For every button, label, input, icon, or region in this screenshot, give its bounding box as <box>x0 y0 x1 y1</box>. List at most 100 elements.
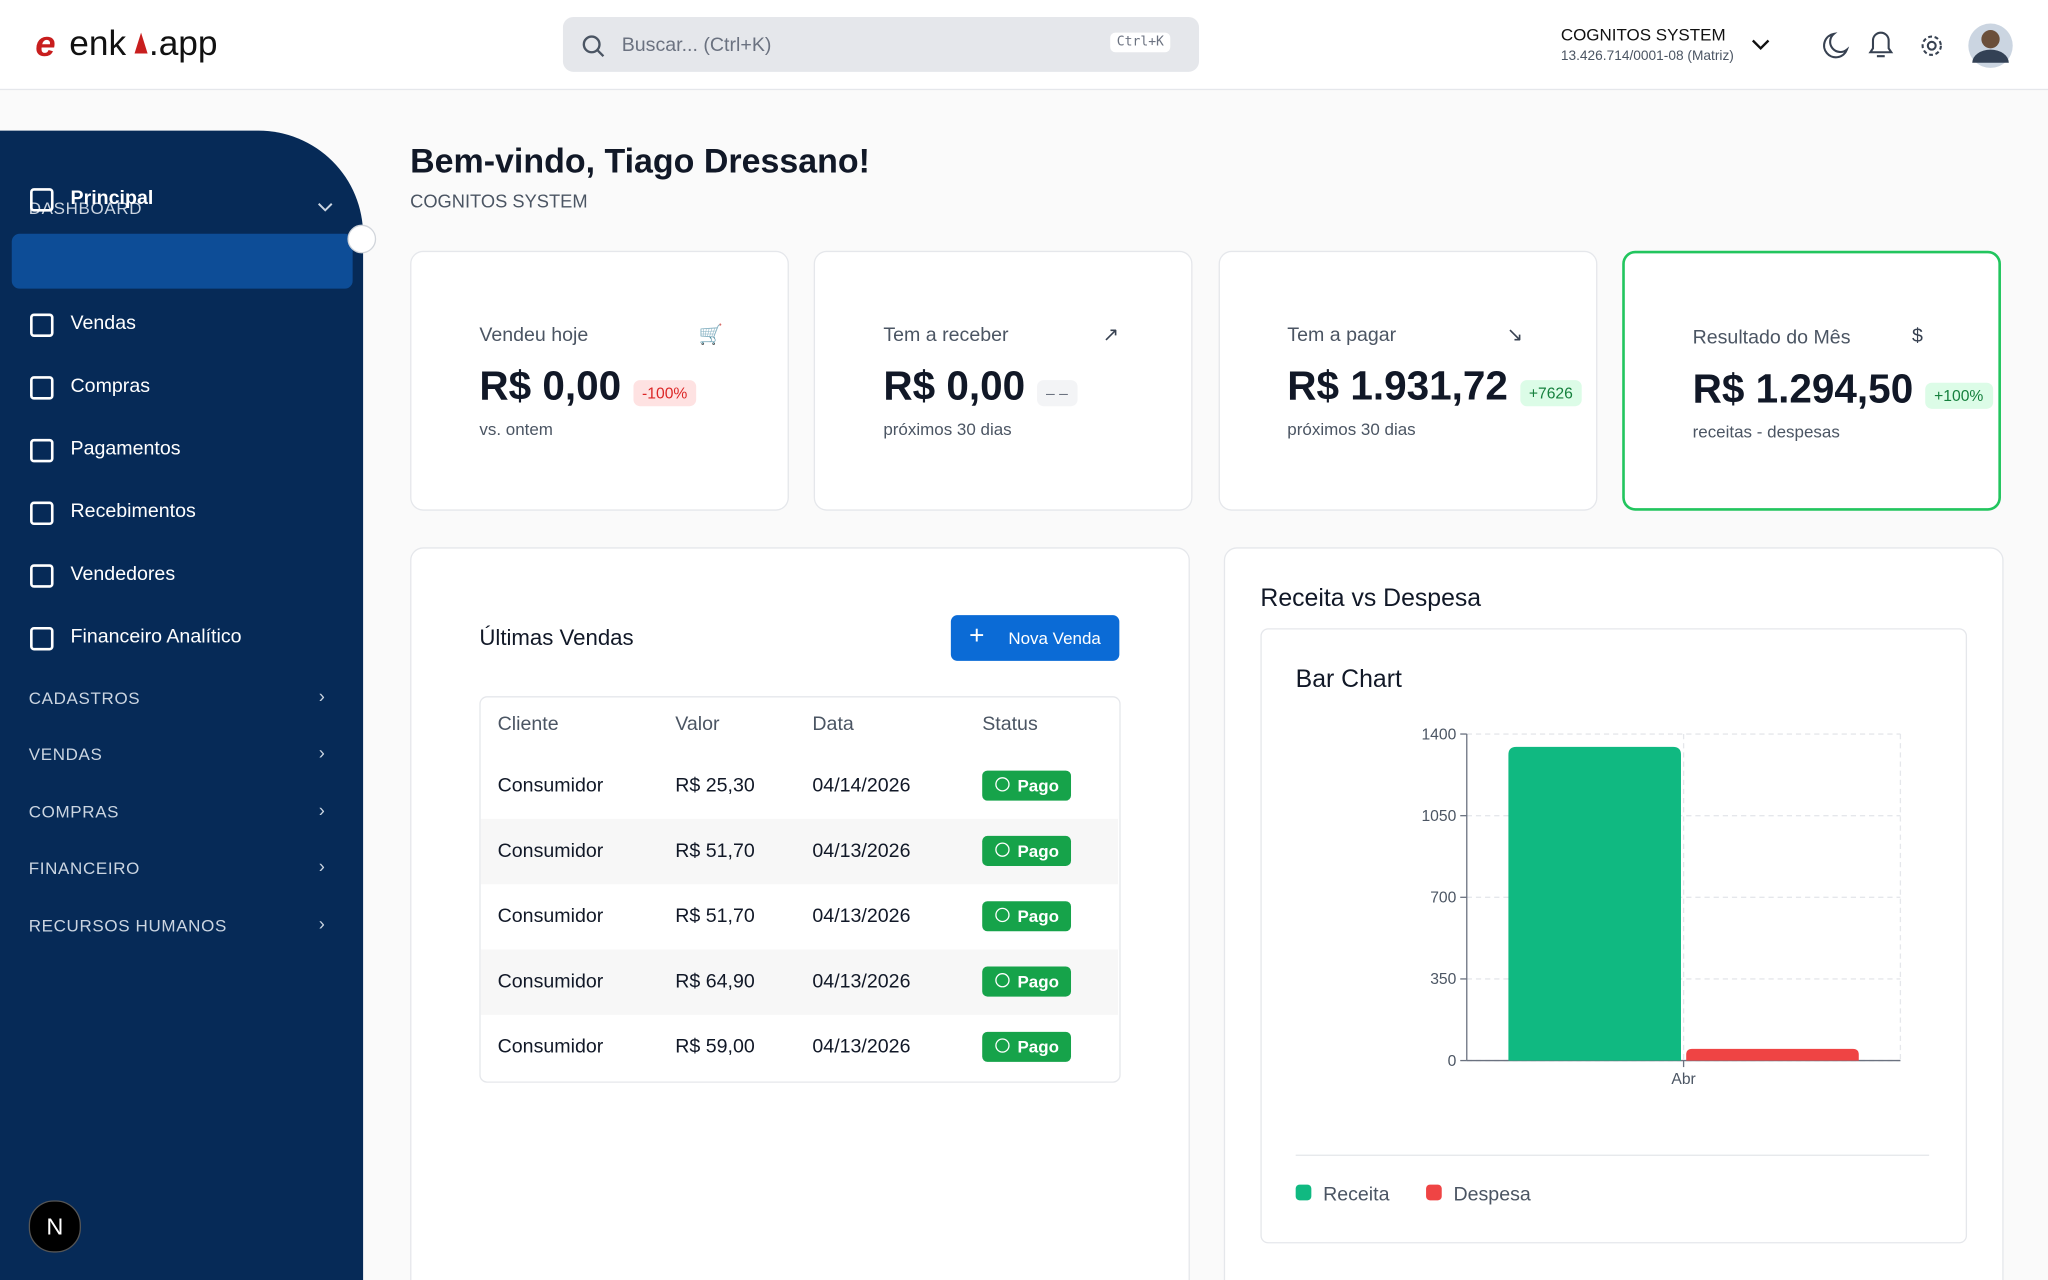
welcome-title: Bem-vindo, Tiago Dressano! <box>410 141 870 181</box>
sidebar-section[interactable]: DASHBOARD <box>28 198 143 219</box>
card-note: vs. ontem <box>479 419 553 439</box>
table-cell: R$ 64,90 <box>675 970 755 993</box>
sidebar-group[interactable]: RECURSOS HUMANOS <box>28 915 227 936</box>
check-icon <box>995 1038 1010 1053</box>
table-header: Data <box>812 713 854 736</box>
search-box[interactable] <box>562 16 1200 72</box>
chevron: › <box>318 685 325 707</box>
card-label: Resultado do Mês <box>1692 326 1851 349</box>
card-value: R$ 0,00 <box>479 363 622 409</box>
table-cell: 04/13/2026 <box>812 1035 911 1058</box>
sidebar-item[interactable]: Vendedores <box>70 562 176 586</box>
sidebar-item[interactable]: Recebimentos <box>70 500 196 523</box>
header-icons[interactable] <box>1748 21 2035 71</box>
card-icon: 🛒 <box>698 323 724 347</box>
sidebar-icon <box>30 626 54 651</box>
card-label: Tem a receber <box>883 323 1009 347</box>
table-header: Status <box>982 713 1038 736</box>
card-label: Tem a pagar <box>1287 323 1397 347</box>
new-sale-button[interactable]: + Nova Venda <box>950 615 1120 661</box>
sales-title: Últimas Vendas <box>479 625 634 651</box>
chevron: › <box>318 912 325 934</box>
check-icon <box>995 777 1010 792</box>
table-cell: Consumidor <box>497 839 604 863</box>
check-icon <box>995 842 1010 857</box>
card-value: R$ 1.931,72 <box>1287 363 1508 409</box>
stat-card: Resultado do Mês $ R$ 1.294,50 receitas - d… <box>1622 250 2001 511</box>
table-cell: 04/13/2026 <box>812 970 911 993</box>
logo-mark <box>134 32 148 54</box>
bar <box>1686 1048 1859 1061</box>
stat-card: Vendeu hoje 🛒 R$ 0,00 vs. ontem -100% <box>410 250 789 511</box>
table-header: Valor <box>675 713 720 736</box>
legend-label: Receita <box>1323 1183 1389 1205</box>
company-id: 13.426.714/0001-08 (Matriz) <box>1560 48 1734 64</box>
table-cell: 04/13/2026 <box>812 905 911 928</box>
y-tick-label: 700 <box>1430 890 1456 907</box>
check-icon <box>995 973 1010 988</box>
legend-label: Despesa <box>1453 1183 1530 1205</box>
sidebar-group[interactable]: CADASTROS <box>28 688 141 708</box>
card-note: próximos 30 dias <box>883 419 1012 439</box>
card-value: R$ 0,00 <box>883 363 1026 409</box>
chart-title: Bar Chart <box>1295 666 1402 694</box>
sidebar-item[interactable]: Pagamentos <box>70 437 181 460</box>
sidebar-icon <box>30 438 54 463</box>
table-cell: Consumidor <box>497 905 604 928</box>
logo: enk <box>69 23 127 63</box>
sidebar-icon <box>30 564 54 588</box>
stat-card: Tem a pagar ↘ R$ 1.931,72 próximos 30 dias +… <box>1218 250 1597 511</box>
company-name[interactable]: COGNITOS SYSTEM <box>1560 24 1726 45</box>
table-cell: Consumidor <box>497 1035 604 1058</box>
sidebar-item[interactable]: Principal <box>70 186 154 209</box>
table-cell: R$ 51,70 <box>675 839 755 863</box>
legend-divider <box>1295 1154 1930 1156</box>
legend-swatch <box>1426 1184 1442 1201</box>
sidebar-icon <box>30 188 54 212</box>
chevron: › <box>318 799 325 821</box>
card-note: próximos 30 dias <box>1287 419 1416 439</box>
card-label: Vendeu hoje <box>479 323 589 347</box>
check-icon <box>995 907 1010 923</box>
table-cell: 04/13/2026 <box>812 839 911 863</box>
sidebar-group[interactable]: FINANCEIRO <box>28 858 140 878</box>
table-cell: Consumidor <box>497 970 604 993</box>
plus-icon: + <box>969 621 985 651</box>
sidebar-icon <box>30 501 54 526</box>
chevron: › <box>318 855 325 877</box>
legend-swatch <box>1295 1184 1312 1201</box>
table-cell: R$ 51,70 <box>675 905 755 928</box>
stat-card: Tem a receber ↗ R$ 0,00 próximos 30 dias – – <box>814 250 1193 511</box>
y-tick-label: 1050 <box>1421 808 1456 825</box>
welcome-subtitle: COGNITOS SYSTEM <box>410 190 588 212</box>
sidebar-item[interactable]: Financeiro Analítico <box>70 625 242 648</box>
table-cell: Consumidor <box>497 774 604 797</box>
sidebar-item[interactable]: Vendas <box>70 312 136 335</box>
sidebar-group[interactable]: VENDAS <box>28 744 103 765</box>
search-placeholder: Buscar... (Ctrl+K) <box>621 33 772 57</box>
card-icon: $ <box>1912 325 1923 348</box>
card-note: receitas - despesas <box>1692 421 1840 442</box>
next-badge[interactable]: N <box>28 1200 81 1253</box>
bar <box>1508 746 1681 1061</box>
search-icon <box>582 35 605 57</box>
table-header: Cliente <box>497 713 559 736</box>
logo-suffix: .app <box>148 23 218 63</box>
button-label: Nova Venda <box>1008 628 1101 648</box>
sidebar-icon <box>30 376 54 400</box>
sidebar-item[interactable]: Compras <box>70 374 151 398</box>
y-tick-label: 0 <box>1448 1053 1457 1070</box>
table-cell: R$ 59,00 <box>675 1035 755 1058</box>
card-badge: -100% <box>632 380 697 407</box>
x-tick-label: Abr <box>1671 1071 1695 1088</box>
collapse-toggle[interactable] <box>347 224 377 254</box>
sidebar-group[interactable]: COMPRAS <box>28 801 120 822</box>
sidebar-icon <box>30 313 54 337</box>
sidebar <box>0 130 364 1280</box>
card-icon: ↘ <box>1506 323 1524 347</box>
sales-table <box>479 696 1121 1083</box>
chevron <box>318 203 333 212</box>
